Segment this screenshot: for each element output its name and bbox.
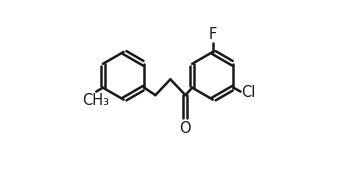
Text: O: O — [180, 121, 191, 136]
Text: F: F — [209, 27, 217, 42]
Text: CH₃: CH₃ — [82, 93, 109, 108]
Text: Cl: Cl — [241, 85, 256, 100]
